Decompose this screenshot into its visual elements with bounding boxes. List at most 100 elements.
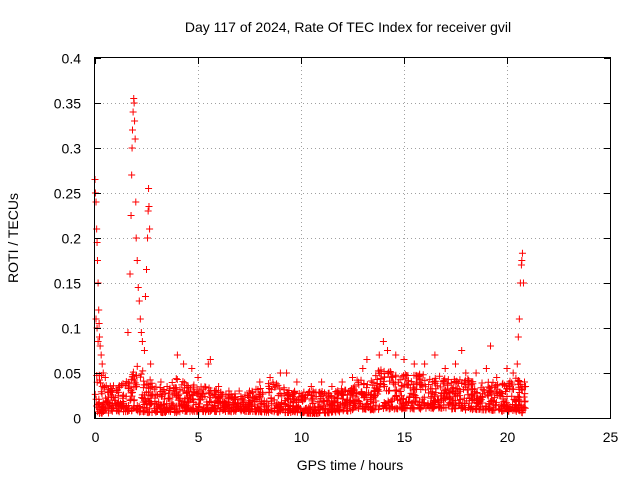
data-point [514,393,522,401]
data-point [257,408,265,416]
data-point [129,108,137,116]
data-point [495,406,503,414]
data-point [359,365,367,372]
data-point [201,383,209,391]
data-point [444,376,452,384]
data-point [134,284,142,291]
data-point [373,375,381,383]
data-point [293,378,301,386]
data-point [175,392,183,400]
data-point [318,378,326,386]
data-point [152,383,160,391]
data-point [509,406,517,414]
data-point [334,394,342,402]
data-point [145,384,153,392]
data-point [147,400,155,408]
data-point [413,380,421,388]
data-point [431,351,439,359]
data-point [278,398,286,406]
data-point [173,351,181,359]
y-axis-label: ROTI / TECUs [5,193,21,283]
data-point [493,388,501,396]
data-point [390,394,398,402]
data-point [200,404,208,412]
data-point [515,406,523,414]
data-point [267,395,275,403]
data-point [437,383,445,391]
data-point [411,385,419,393]
data-point [357,400,365,408]
data-point [485,387,493,395]
data-point [425,389,433,397]
data-point [135,297,143,305]
data-point [144,381,152,389]
data-point [133,402,141,410]
data-point [190,381,198,389]
data-point [157,387,165,395]
data-point [259,390,267,398]
data-point [167,405,175,413]
data-point [478,379,486,387]
data-point [473,394,481,402]
data-point [128,144,136,152]
data-point [400,356,408,363]
data-point [124,405,132,413]
data-point [417,405,425,413]
data-point [516,398,524,406]
data-point [108,384,116,392]
data-point [350,398,358,406]
data-point [441,385,449,393]
data-point [130,99,138,107]
data-point [133,381,141,389]
data-point [380,402,388,410]
x-tick-label: 20 [500,429,516,445]
data-point [376,369,384,377]
data-point [197,389,205,397]
data-point [416,380,424,388]
data-point [287,398,295,406]
data-point [120,399,128,407]
data-point [352,393,360,401]
data-point [486,398,494,406]
data-point [100,383,108,391]
data-point [258,388,266,396]
data-point [474,400,482,408]
data-point [309,387,317,395]
data-point [140,377,148,385]
data-point [309,409,317,417]
data-point [126,397,134,405]
data-point [204,360,212,368]
data-point [322,391,330,399]
data-point [159,400,167,408]
data-point [419,371,427,379]
data-point [392,373,400,381]
data-point [115,383,123,391]
data-point [215,383,223,390]
data-point [114,407,122,415]
data-point [521,390,529,398]
data-point [280,390,288,398]
data-point [431,374,439,382]
data-point [371,392,379,400]
data-point [442,387,450,395]
data-point [195,400,203,408]
data-point [226,407,234,415]
x-tick-label: 10 [294,429,310,445]
data-point [246,387,253,395]
data-point [456,376,464,384]
data-point [156,391,164,399]
data-point [283,395,291,403]
data-point [98,409,106,417]
data-point [421,377,429,385]
data-point [389,403,397,411]
data-point [515,315,523,323]
data-point [323,400,331,408]
data-point [207,398,215,406]
data-point [261,403,269,411]
data-point [425,380,433,388]
data-point [102,382,110,390]
data-point [502,399,510,407]
data-point [376,379,384,387]
data-layer [91,95,530,417]
data-point [514,333,522,341]
